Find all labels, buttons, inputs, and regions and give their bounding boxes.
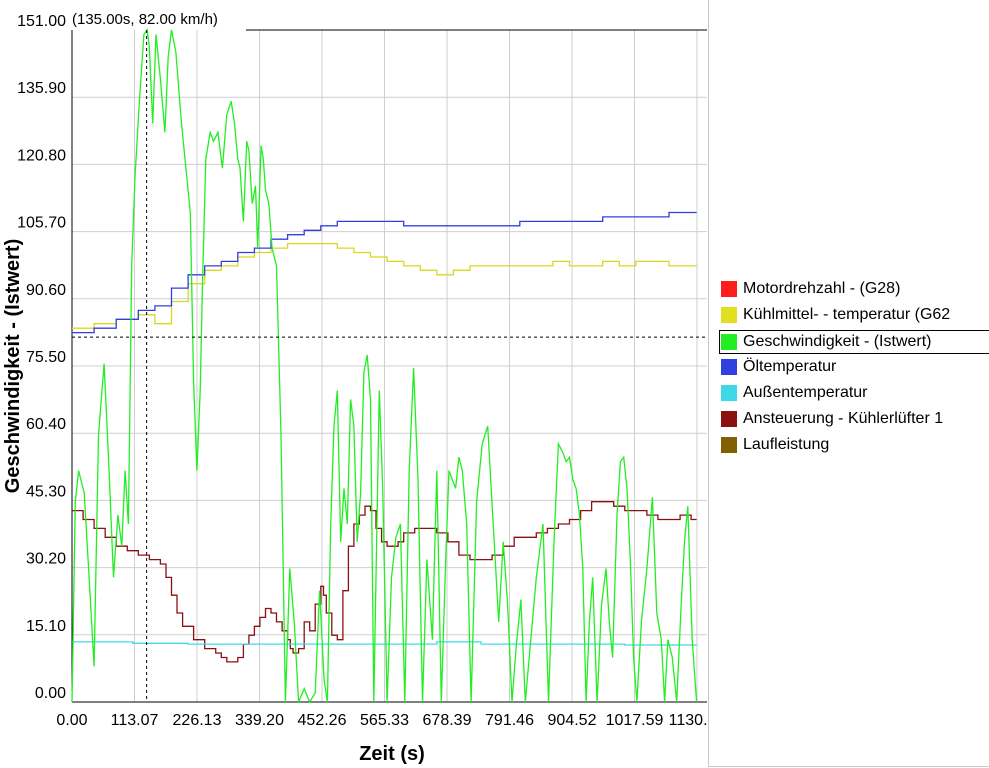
legend-label: Geschwindigkeit - (Istwert) [743,333,932,350]
x-tick-label: 339.20 [235,712,284,729]
legend-swatch [721,307,737,323]
legend-swatch [721,411,737,427]
legend-item[interactable]: Öltemperatur [721,356,836,378]
grid-lines [71,29,707,703]
y-tick-label: 30.20 [26,551,66,568]
legend-swatch [721,437,737,453]
cursor-crosshair [72,30,707,702]
legend-swatch [721,281,737,297]
legend-panel: Motordrehzahl - (G28) Kühlmittel- - tempe… [708,0,989,767]
cursor-readout: (135.00s, 82.00 km/h) [72,11,218,28]
y-tick-label: 15.10 [26,618,66,635]
y-tick-label: 0.00 [35,685,66,702]
x-tick-label: 226.13 [173,712,222,729]
legend-item[interactable]: Ansteuerung - Kühlerlüfter 1 [721,408,943,430]
x-tick-label: 904.52 [548,712,597,729]
legend-label: Öltemperatur [743,358,837,375]
y-axis-title: Geschwindigkeit - (Istwert) [2,239,24,493]
legend-label: Laufleistung [743,436,830,453]
x-tick-label: 791.46 [485,712,534,729]
legend-swatch [721,334,737,350]
legend-label: Motordrehzahl - (G28) [743,280,901,297]
y-tick-label: 105.70 [17,215,66,232]
legend-item[interactable]: Motordrehzahl - (G28) [721,278,900,300]
series-line-geschwindigkeit-istwert [71,28,698,704]
x-tick-label: 678.39 [423,712,472,729]
legend-item[interactable]: Laufleistung [721,434,829,456]
legend-label: Außentemperatur [743,384,868,401]
legend-item[interactable]: Kühlmittel- - temperatur (G62 [721,304,950,326]
x-axis-title: Zeit (s) [359,743,425,765]
series-line-au-entemperatur [72,641,697,646]
x-tick-label: 452.26 [298,712,347,729]
y-tick-label: 45.30 [26,483,66,500]
y-tick-label: 75.50 [26,349,66,366]
legend-label: Kühlmittel- - temperatur (G62 [743,306,951,323]
tick-labels: 0.00 113.07 226.13 339.20 452.26 565.33 678.39… [17,13,725,729]
x-tick-label: 0.00 [56,712,87,729]
x-tick-label: 565.33 [360,712,409,729]
y-tick-label: 151.00 [17,13,66,30]
legend-item[interactable]: Geschwindigkeit - (Istwert) [719,330,989,354]
legend-swatch [721,385,737,401]
series-lines [71,28,698,704]
y-tick-label: 90.60 [26,282,66,299]
legend-swatch [721,359,737,375]
legend-item[interactable]: Außentemperatur [721,382,868,404]
series-line-k-hlmittel-temperatur-g62 [72,242,697,329]
y-tick-label: 135.90 [17,80,66,97]
y-tick-label: 60.40 [26,416,66,433]
series-line-ltemperatur [72,211,697,334]
x-tick-label: 113.07 [111,712,159,729]
legend-label: Ansteuerung - Kühlerlüfter 1 [743,410,944,427]
y-tick-label: 120.80 [17,147,66,164]
x-tick-label: 1017.59 [606,712,664,729]
